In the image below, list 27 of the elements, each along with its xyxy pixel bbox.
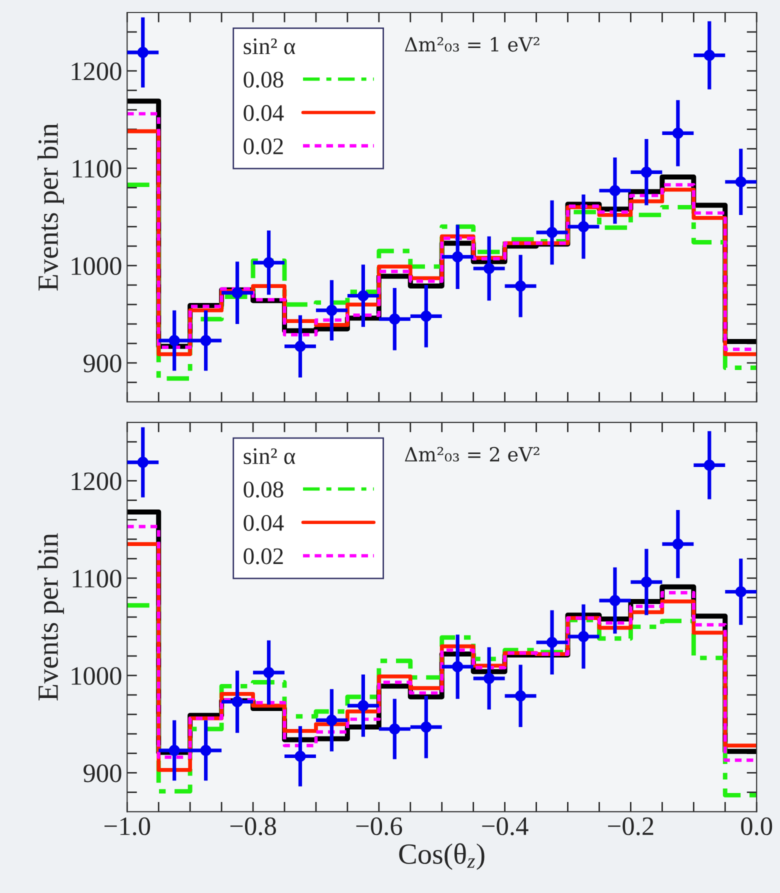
legend-label: 0.08 — [244, 482, 284, 498]
x-axis-title: Cos(θ$_{z}$) — [399, 843, 484, 870]
x-tick-label: 0.0 — [741, 817, 772, 836]
y-tick-label: 1100 — [72, 160, 122, 178]
legend-title: sin² α — [244, 448, 296, 464]
x-tick-label: −0.2 — [608, 817, 654, 836]
x-tick-label: −0.4 — [482, 817, 528, 836]
annotation: Δm²₀₃ = 1 eV² — [404, 37, 540, 52]
x-tick-label: −0.8 — [230, 817, 276, 836]
legend-label: 0.08 — [244, 72, 284, 88]
y-tick-label: 1100 — [72, 570, 122, 588]
y-axis-title: Events per bin — [37, 123, 64, 291]
legend-label: 0.02 — [244, 548, 283, 564]
y-axis-title: Events per bin — [37, 533, 64, 700]
legend-label: 0.04 — [244, 514, 284, 531]
y-tick-label: 1000 — [72, 667, 122, 685]
y-tick-label: 1200 — [72, 472, 122, 490]
y-tick-label: 900 — [84, 354, 122, 372]
annotation: Δm²₀₃ = 2 eV² — [404, 446, 540, 462]
legend-title: sin² α — [244, 38, 296, 54]
legend-label: 0.02 — [244, 138, 283, 154]
y-tick-label: 1000 — [72, 257, 122, 275]
legend-label: 0.04 — [244, 105, 284, 122]
y-tick-label: 1200 — [72, 62, 122, 80]
x-tick-label: −0.6 — [356, 817, 402, 836]
y-tick-label: 900 — [84, 764, 122, 782]
x-tick-label: −1.0 — [104, 817, 150, 836]
